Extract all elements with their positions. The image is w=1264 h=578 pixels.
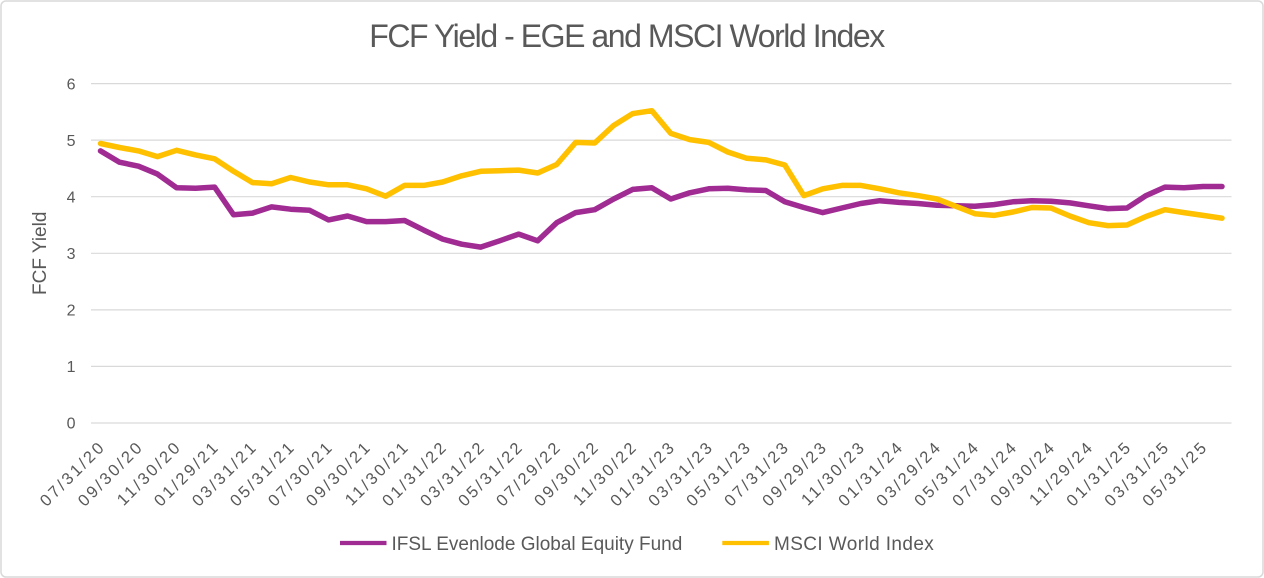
svg-text:2: 2 <box>67 303 76 320</box>
svg-text:0: 0 <box>67 416 76 433</box>
svg-text:FCF Yield - EGE and MSCI World: FCF Yield - EGE and MSCI World Index <box>369 18 885 54</box>
svg-text:FCF Yield: FCF Yield <box>30 212 51 295</box>
svg-text:1: 1 <box>67 359 76 376</box>
svg-text:MSCI World Index: MSCI World Index <box>774 534 934 555</box>
svg-text:4: 4 <box>67 189 76 206</box>
svg-text:5: 5 <box>67 133 76 150</box>
svg-text:IFSL Evenlode Global Equity Fu: IFSL Evenlode Global Equity Fund <box>392 534 683 555</box>
svg-text:6: 6 <box>67 76 76 93</box>
svg-text:3: 3 <box>67 246 76 263</box>
